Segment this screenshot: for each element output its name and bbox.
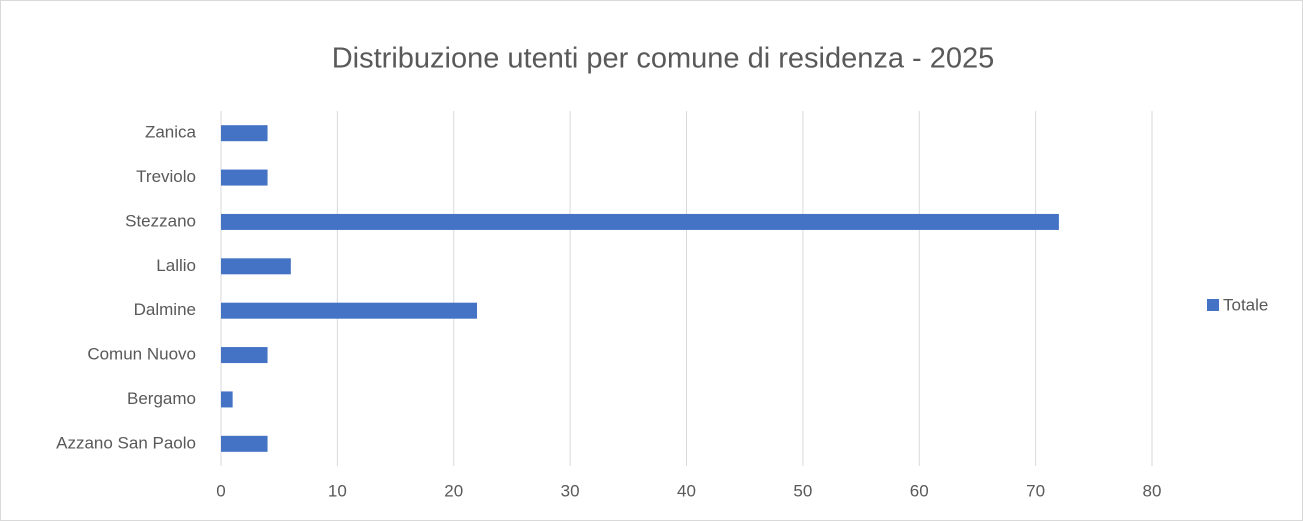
legend-swatch xyxy=(1207,299,1219,311)
bar xyxy=(221,213,1059,230)
x-tick-label: 0 xyxy=(216,481,225,500)
y-tick-label: Zanica xyxy=(145,123,197,142)
bar xyxy=(221,258,291,275)
x-tick-label: 20 xyxy=(444,481,463,500)
y-tick-label: Lallio xyxy=(156,256,196,275)
y-tick-label: Dalmine xyxy=(134,300,196,319)
x-tick-label: 50 xyxy=(793,481,812,500)
x-tick-label: 10 xyxy=(328,481,347,500)
chart-title: Distribuzione utenti per comune di resid… xyxy=(332,43,995,75)
x-tick-label: 80 xyxy=(1143,481,1162,500)
x-tick-label: 40 xyxy=(677,481,696,500)
bar xyxy=(221,435,268,452)
bar xyxy=(221,347,268,364)
x-tick-label: 70 xyxy=(1026,481,1045,500)
y-tick-label: Treviolo xyxy=(136,167,196,186)
bar xyxy=(221,391,233,408)
y-tick-label: Comun Nuovo xyxy=(87,345,196,364)
bar xyxy=(221,302,478,319)
bar xyxy=(221,125,268,142)
x-tick-label: 60 xyxy=(910,481,929,500)
bar xyxy=(221,169,268,186)
y-tick-label: Azzano San Paolo xyxy=(56,433,196,452)
y-tick-label: Stezzano xyxy=(125,211,196,230)
legend-label: Totale xyxy=(1223,295,1268,314)
y-tick-label: Bergamo xyxy=(127,389,196,408)
x-tick-label: 30 xyxy=(561,481,580,500)
